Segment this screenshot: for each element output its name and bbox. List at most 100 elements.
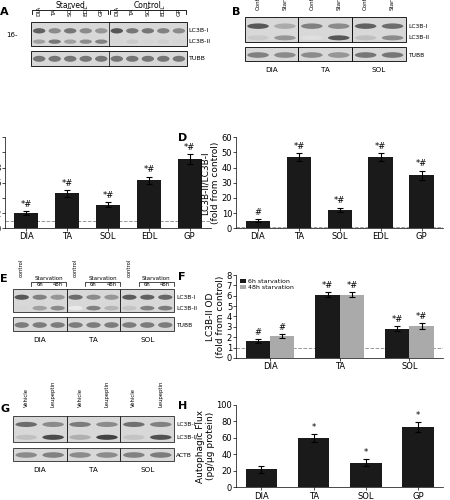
Text: TA: TA [321, 67, 330, 73]
Bar [32, 22, 187, 46]
Ellipse shape [69, 422, 91, 427]
Ellipse shape [157, 40, 170, 44]
Text: Vehicle: Vehicle [77, 388, 82, 407]
Text: *#: *# [62, 178, 73, 188]
Ellipse shape [142, 56, 154, 62]
Ellipse shape [123, 422, 144, 427]
Ellipse shape [111, 56, 123, 62]
Text: *#: *# [293, 142, 305, 151]
Ellipse shape [64, 56, 76, 62]
Ellipse shape [111, 40, 123, 44]
Bar [350, 462, 382, 487]
Ellipse shape [32, 322, 47, 328]
Text: 16-: 16- [7, 32, 18, 38]
Ellipse shape [68, 322, 83, 328]
Text: LC3B-II: LC3B-II [176, 306, 197, 310]
Text: *: * [364, 448, 368, 457]
Bar [402, 427, 434, 488]
Text: 6h: 6h [90, 282, 97, 286]
Text: *: * [416, 410, 420, 420]
Ellipse shape [14, 294, 29, 300]
Ellipse shape [33, 40, 45, 44]
Text: SOL: SOL [140, 337, 154, 343]
Ellipse shape [50, 294, 65, 300]
Ellipse shape [104, 322, 119, 328]
Ellipse shape [123, 434, 144, 440]
Ellipse shape [274, 36, 296, 41]
Ellipse shape [49, 40, 61, 44]
Text: *#: *# [375, 142, 386, 151]
Ellipse shape [382, 36, 403, 41]
Text: *#: *# [392, 315, 403, 324]
Text: Starvation: Starvation [34, 276, 63, 281]
Text: *#: *# [416, 312, 427, 320]
Bar [352, 18, 406, 42]
Ellipse shape [68, 294, 83, 300]
Text: TUBB: TUBB [408, 52, 424, 58]
Text: TUBB: TUBB [189, 56, 206, 62]
Text: LC3B-II: LC3B-II [408, 36, 429, 41]
Text: Control: Control [363, 0, 368, 10]
Bar [385, 329, 410, 358]
Text: *#: *# [346, 281, 358, 290]
Text: F: F [178, 272, 186, 281]
Bar [410, 175, 434, 229]
Text: EDL: EDL [83, 4, 88, 16]
Bar [55, 194, 79, 228]
Text: *#: *# [184, 143, 195, 152]
Ellipse shape [301, 36, 323, 41]
Text: LC3B-I: LC3B-I [176, 422, 195, 427]
Text: 48h: 48h [160, 282, 170, 286]
Text: SOL: SOL [372, 67, 386, 73]
Ellipse shape [142, 40, 154, 44]
Text: LC3B-II: LC3B-II [189, 39, 211, 44]
Text: TUBB: TUBB [176, 322, 193, 328]
Ellipse shape [96, 434, 118, 440]
Text: DIA: DIA [114, 6, 119, 16]
Ellipse shape [140, 306, 154, 310]
Ellipse shape [33, 28, 45, 34]
Bar [298, 438, 329, 488]
Ellipse shape [80, 40, 92, 44]
Ellipse shape [157, 56, 170, 62]
Text: TA: TA [130, 9, 135, 16]
Ellipse shape [150, 422, 171, 427]
Text: Starved: Starved [55, 1, 85, 10]
Ellipse shape [142, 28, 154, 34]
Bar [14, 213, 38, 228]
Ellipse shape [95, 56, 108, 62]
Ellipse shape [122, 306, 136, 310]
Text: *#: *# [102, 191, 113, 200]
Ellipse shape [80, 28, 92, 34]
Ellipse shape [14, 322, 29, 328]
Bar [13, 448, 67, 461]
Ellipse shape [14, 306, 29, 310]
Bar [67, 318, 121, 332]
Text: Leupeptin: Leupeptin [104, 380, 109, 407]
Text: LC3B-I: LC3B-I [408, 24, 428, 28]
Bar [121, 448, 174, 461]
Text: Control: Control [309, 0, 315, 10]
Ellipse shape [301, 24, 323, 29]
Ellipse shape [15, 434, 37, 440]
Ellipse shape [328, 24, 350, 29]
Bar [328, 210, 352, 229]
Text: DIA: DIA [33, 337, 46, 343]
Bar [244, 48, 298, 62]
Text: Leupeptin: Leupeptin [51, 380, 56, 407]
Text: *#: *# [334, 196, 346, 205]
Text: H: H [178, 402, 188, 411]
Ellipse shape [122, 294, 136, 300]
Text: TA: TA [52, 9, 57, 16]
Bar [246, 220, 270, 228]
Ellipse shape [50, 322, 65, 328]
Text: 48h: 48h [53, 282, 63, 286]
Ellipse shape [86, 294, 101, 300]
Text: SOL: SOL [140, 467, 154, 473]
Ellipse shape [157, 28, 170, 34]
Text: *#: *# [322, 281, 333, 290]
Y-axis label: Autophagic Flux
(pg/μg protein): Autophagic Flux (pg/μg protein) [196, 410, 215, 482]
Text: TA: TA [89, 467, 98, 473]
Text: B: B [232, 6, 241, 16]
Ellipse shape [95, 40, 108, 44]
